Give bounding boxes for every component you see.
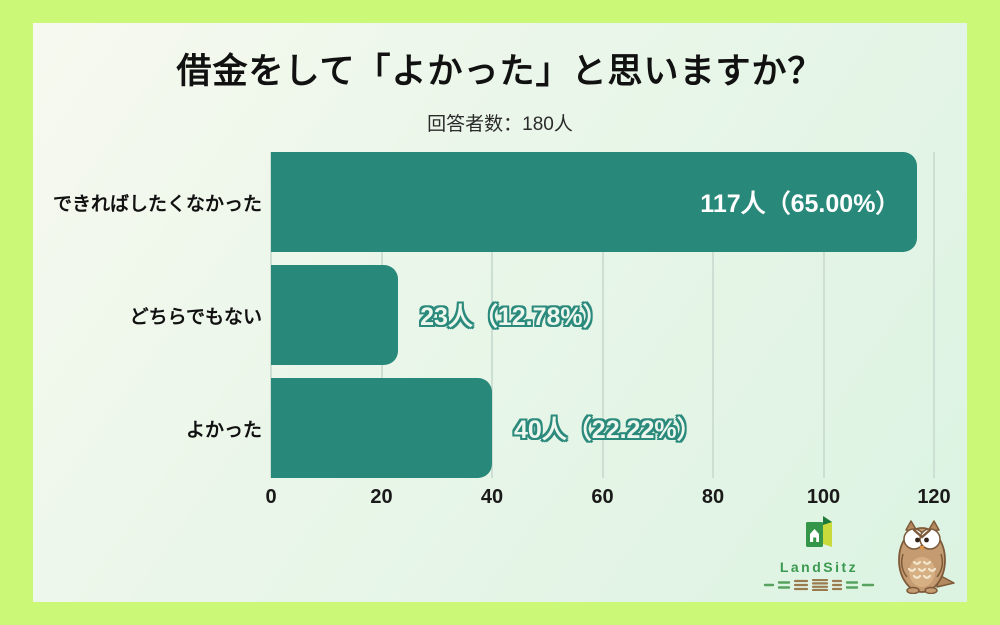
bar-positive xyxy=(271,378,492,478)
gridline xyxy=(491,152,493,478)
logo-dashes-icon xyxy=(763,578,875,596)
bar-row: よかった 40人（22.22%） xyxy=(44,378,956,478)
x-tick: 40 xyxy=(480,486,504,508)
gridline xyxy=(601,152,604,478)
bar-neutral xyxy=(271,265,399,365)
bar-chart: できればしたくなかった 117人（65.00%） どちらでもない 23人（12.… xyxy=(44,152,956,522)
value-label: 40人（22.22%） xyxy=(513,416,702,444)
chart-card: 借金をして「よかった」と思いますか？ 回答者数：180人 できればしたくなかった… xyxy=(33,23,967,602)
plot-cell: 117人（65.00%） xyxy=(271,152,934,252)
landsitz-logo: LandSitz xyxy=(763,513,875,599)
chart-title: 借金をして「よかった」と思いますか？ xyxy=(176,52,824,91)
x-tick: 0 xyxy=(265,486,277,508)
logo-name: LandSitz xyxy=(779,559,859,575)
owl-mascot xyxy=(891,520,955,599)
x-axis: 0 20 40 60 80 100 120 xyxy=(265,486,950,510)
plot-cell: 23人（12.78%） xyxy=(271,265,934,365)
house-logo-icon xyxy=(803,513,835,556)
category-label: よかった xyxy=(185,419,262,441)
value-label: 117人（65.00%） xyxy=(700,190,901,218)
value-label: 23人（12.78%） xyxy=(420,303,608,331)
respondent-count: 回答者数：180人 xyxy=(427,114,573,135)
x-tick: 80 xyxy=(701,486,725,508)
gridline xyxy=(822,152,825,478)
bar-row: どちらでもない 23人（12.78%） xyxy=(44,265,956,365)
gridline xyxy=(712,152,714,478)
plot-cell: 40人（22.22%） xyxy=(271,378,934,478)
x-tick: 20 xyxy=(370,486,393,508)
bar-row: できればしたくなかった 117人（65.00%） xyxy=(44,152,956,252)
category-label: どちらでもない xyxy=(129,306,262,328)
x-tick: 120 xyxy=(917,486,951,508)
gridline xyxy=(933,152,935,478)
branding-area: LandSitz xyxy=(763,513,955,599)
category-label: できればしたくなかった xyxy=(52,193,262,215)
x-tick: 100 xyxy=(806,486,841,508)
x-tick: 60 xyxy=(591,486,614,508)
bar-negative: 117人（65.00%） xyxy=(271,152,918,252)
